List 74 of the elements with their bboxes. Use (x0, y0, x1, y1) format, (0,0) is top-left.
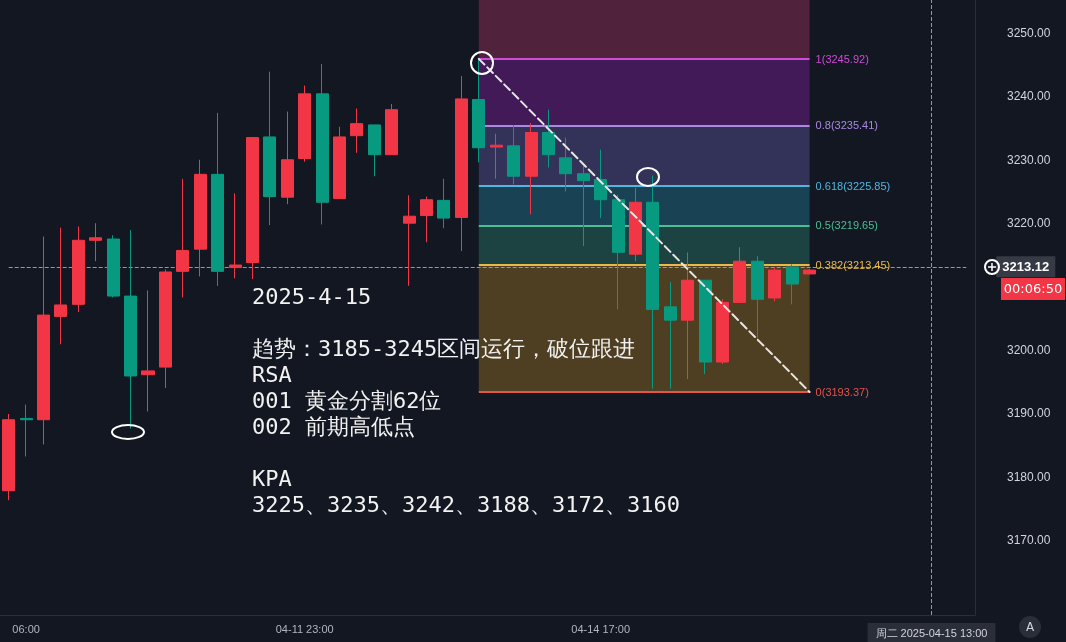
y-tick-label: 3230.00 (1007, 152, 1051, 167)
candlestick (141, 289, 155, 412)
candlestick (472, 58, 485, 163)
candlestick (751, 255, 764, 343)
candlestick (20, 404, 33, 457)
candlestick (107, 234, 120, 298)
annotation: 002 前期高低点 (252, 414, 416, 440)
x-tick-label: 04-14 17:00 (571, 622, 631, 635)
candlestick (768, 266, 781, 302)
y-tick-label: 3240.00 (1007, 89, 1051, 104)
annotation: 趋势：3185-3245区间运行，破位跟进 (252, 336, 637, 362)
candlestick (699, 279, 712, 375)
candlestick (507, 124, 520, 185)
candlestick (159, 268, 172, 389)
ref-line-label: 0.5(3219.65) (815, 219, 878, 232)
candlestick (246, 136, 259, 280)
candlestick (263, 71, 276, 226)
candlestick (525, 122, 538, 215)
candlestick (594, 149, 607, 219)
ref-line-label: 1(3245.92) (815, 52, 869, 65)
candlestick (350, 107, 363, 154)
candlestick (72, 225, 85, 313)
ref-line-label: 0.8(3235.41) (815, 119, 878, 132)
candlestick (455, 75, 468, 252)
candlestick (2, 413, 15, 501)
candlestick (281, 111, 294, 205)
candlestick (211, 112, 224, 287)
candlestick (385, 103, 398, 156)
y-tick-label: 3220.00 (1007, 216, 1051, 231)
ref-line-label: 0.618(3225.85) (815, 180, 891, 193)
candlestick (681, 251, 694, 380)
candlestick (333, 126, 346, 199)
candlestick (629, 187, 642, 262)
annotation: 3225、3235、3242、3188、3172、3160 (252, 492, 680, 518)
candlestick (298, 85, 311, 163)
text: 00:06:50 (1001, 278, 1065, 300)
candlestick (437, 178, 450, 229)
ref-line-label: 0.382(3213.45) (815, 258, 891, 271)
annotation: KPA (252, 466, 293, 492)
candlestick (577, 164, 590, 247)
candlestick (194, 159, 207, 277)
candlestick (664, 281, 677, 390)
y-tick-label: 3180.00 (1007, 469, 1051, 484)
candlestick (646, 175, 659, 390)
candlestick (803, 268, 816, 276)
annotation: 2025-4-15 (252, 284, 373, 310)
x-tick-label: 周二 2025-04-15 13:00 (875, 626, 988, 639)
candlestick (490, 133, 503, 180)
candlestick (403, 194, 416, 287)
annotation: RSA (252, 362, 293, 388)
x-tick-label: 06:00 (12, 622, 40, 635)
y-tick-label: 3250.00 (1007, 25, 1051, 40)
ref-line-label: 3213.12 (1002, 259, 1050, 275)
candlestick (542, 109, 555, 168)
candlestick (37, 235, 50, 445)
y-tick-label: 3200.00 (1007, 342, 1051, 357)
candlestick (559, 137, 572, 192)
candlestick (733, 246, 746, 303)
ref-line-label: 0(3193.37) (815, 386, 869, 399)
x-tick-label: 04-11 23:00 (275, 622, 334, 635)
y-tick-label: 3170.00 (1007, 533, 1051, 548)
candlestick (54, 227, 67, 345)
candlestick (89, 222, 102, 262)
candlestick (612, 194, 625, 310)
candlestick (368, 124, 381, 177)
candlestick (229, 192, 242, 279)
candlestick (716, 298, 729, 365)
candlestick (786, 263, 799, 305)
candlestick (176, 178, 189, 298)
candlestick (124, 229, 137, 430)
y-tick-label: 3190.00 (1007, 406, 1051, 421)
candlestick (420, 196, 433, 243)
candlestick (316, 63, 329, 225)
annotation: 001 黄金分割62位 (252, 388, 443, 414)
